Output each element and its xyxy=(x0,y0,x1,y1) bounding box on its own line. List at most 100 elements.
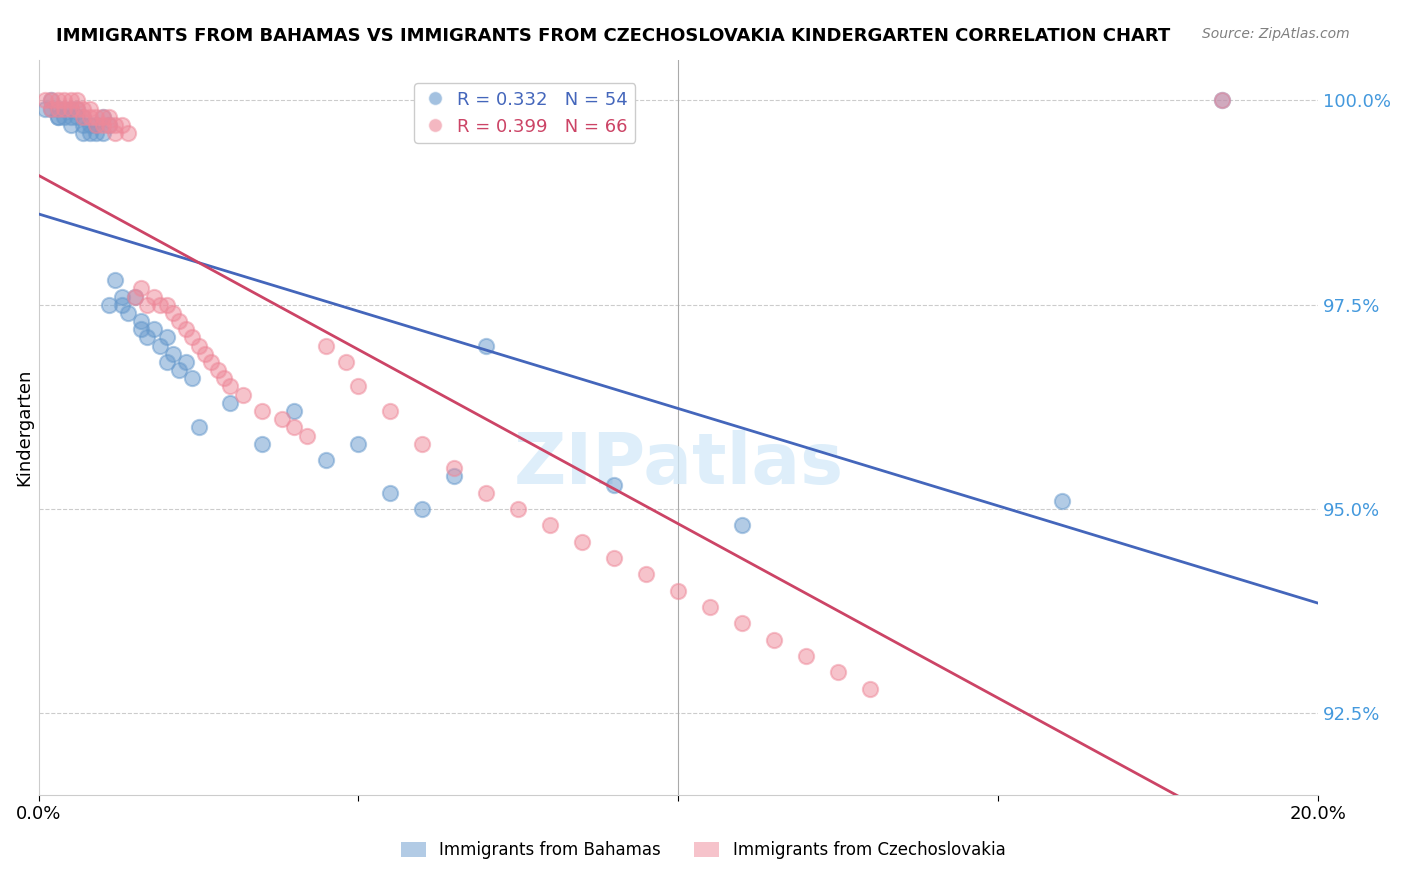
Point xyxy=(79,102,101,116)
Point xyxy=(34,102,56,116)
Point xyxy=(508,502,530,516)
Point xyxy=(149,338,172,352)
Point xyxy=(219,379,242,393)
Point xyxy=(91,118,114,132)
Point xyxy=(72,110,94,124)
Point xyxy=(181,371,204,385)
Point xyxy=(162,306,184,320)
Y-axis label: Kindergarten: Kindergarten xyxy=(15,368,32,486)
Point xyxy=(149,298,172,312)
Point xyxy=(297,428,319,442)
Point xyxy=(66,102,89,116)
Point xyxy=(212,371,235,385)
Point xyxy=(859,681,882,696)
Point xyxy=(283,420,305,434)
Point xyxy=(66,110,89,124)
Point xyxy=(538,518,561,533)
Point xyxy=(763,632,786,647)
Point xyxy=(443,469,465,483)
Point xyxy=(200,355,222,369)
Point xyxy=(603,477,626,491)
Point xyxy=(53,94,76,108)
Point xyxy=(380,404,402,418)
Point xyxy=(136,298,159,312)
Point xyxy=(232,387,254,401)
Point xyxy=(72,102,94,116)
Point xyxy=(174,355,197,369)
Text: IMMIGRANTS FROM BAHAMAS VS IMMIGRANTS FROM CZECHOSLOVAKIA KINDERGARTEN CORRELATI: IMMIGRANTS FROM BAHAMAS VS IMMIGRANTS FR… xyxy=(56,27,1170,45)
Point xyxy=(380,485,402,500)
Point xyxy=(187,420,209,434)
Point xyxy=(315,338,337,352)
Point xyxy=(79,118,101,132)
Point xyxy=(84,118,107,132)
Point xyxy=(443,461,465,475)
Point xyxy=(827,665,849,680)
Point xyxy=(104,118,127,132)
Point xyxy=(84,118,107,132)
Text: Source: ZipAtlas.com: Source: ZipAtlas.com xyxy=(1202,27,1350,41)
Point xyxy=(194,347,217,361)
Point xyxy=(666,583,689,598)
Point xyxy=(59,102,82,116)
Point xyxy=(129,281,152,295)
Point xyxy=(136,330,159,344)
Point xyxy=(41,94,63,108)
Point xyxy=(731,616,754,631)
Point xyxy=(1050,494,1073,508)
Point xyxy=(46,110,69,124)
Point xyxy=(794,649,817,664)
Point xyxy=(315,453,337,467)
Point xyxy=(84,126,107,140)
Point xyxy=(72,126,94,140)
Point xyxy=(129,314,152,328)
Point xyxy=(169,314,191,328)
Point xyxy=(66,94,89,108)
Point xyxy=(335,355,357,369)
Point xyxy=(66,102,89,116)
Point xyxy=(79,126,101,140)
Point xyxy=(111,298,134,312)
Point xyxy=(97,118,120,132)
Point xyxy=(91,110,114,124)
Point xyxy=(124,289,146,303)
Point xyxy=(699,600,721,615)
Point xyxy=(46,102,69,116)
Point xyxy=(187,338,209,352)
Point xyxy=(41,94,63,108)
Point xyxy=(1211,94,1233,108)
Legend: Immigrants from Bahamas, Immigrants from Czechoslovakia: Immigrants from Bahamas, Immigrants from… xyxy=(394,835,1012,866)
Point xyxy=(124,289,146,303)
Point xyxy=(91,110,114,124)
Point xyxy=(41,102,63,116)
Point xyxy=(571,534,593,549)
Point xyxy=(1211,94,1233,108)
Point xyxy=(72,118,94,132)
Point xyxy=(636,567,658,582)
Point xyxy=(117,306,139,320)
Point xyxy=(111,289,134,303)
Point xyxy=(59,102,82,116)
Point xyxy=(181,330,204,344)
Point xyxy=(46,94,69,108)
Point xyxy=(59,110,82,124)
Point xyxy=(347,379,370,393)
Point xyxy=(475,485,498,500)
Point xyxy=(155,298,177,312)
Point xyxy=(603,551,626,566)
Point xyxy=(129,322,152,336)
Point xyxy=(46,102,69,116)
Point xyxy=(411,436,433,450)
Point xyxy=(53,102,76,116)
Point xyxy=(53,110,76,124)
Point xyxy=(34,94,56,108)
Point xyxy=(72,110,94,124)
Point xyxy=(84,110,107,124)
Point xyxy=(104,126,127,140)
Point xyxy=(91,126,114,140)
Point xyxy=(219,396,242,410)
Point xyxy=(155,330,177,344)
Point xyxy=(97,118,120,132)
Point xyxy=(155,355,177,369)
Point xyxy=(142,289,165,303)
